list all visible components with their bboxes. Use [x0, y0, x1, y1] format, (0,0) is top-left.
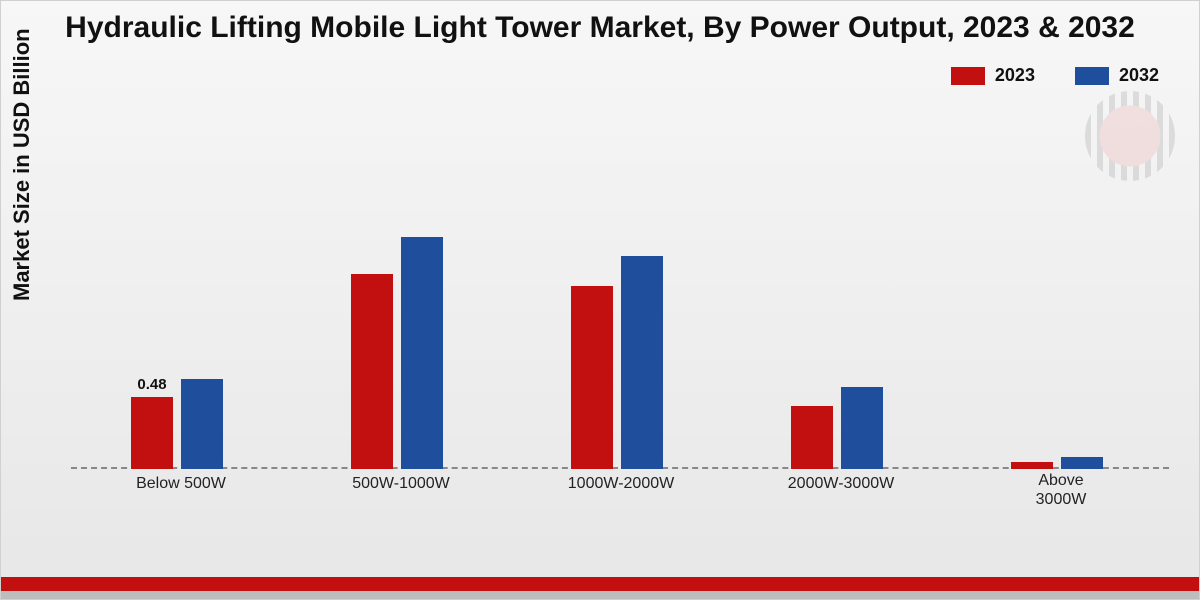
bar-2032 [181, 379, 223, 469]
x-axis-category-label: Below 500W [91, 475, 271, 493]
chart-title: Hydraulic Lifting Mobile Light Tower Mar… [1, 11, 1199, 45]
bar-data-label: 0.48 [137, 376, 166, 393]
bar-2032 [841, 387, 883, 470]
bar-2023 [351, 274, 393, 469]
x-axis-category-label: 500W-1000W [311, 475, 491, 493]
chart-card: Hydraulic Lifting Mobile Light Tower Mar… [0, 0, 1200, 600]
bar-2032 [401, 237, 443, 470]
bar-2023 [1011, 462, 1053, 470]
bar-2023: 0.48 [131, 397, 173, 469]
footer-accent-bar [1, 577, 1199, 591]
plot-area: 0.48 Below 500W 500W-1000W 1000W-2000W 2000W… [71, 81, 1169, 509]
bar-2023 [571, 286, 613, 469]
bar-2032 [1061, 457, 1103, 469]
footer-grey-bar [1, 591, 1199, 599]
x-axis-category-label: Above3000W [971, 472, 1151, 509]
x-axis-baseline [71, 467, 1169, 469]
y-axis-label: Market Size in USD Billion [9, 28, 35, 301]
bar-2032 [621, 256, 663, 469]
x-axis-category-label: 2000W-3000W [751, 475, 931, 493]
x-axis-category-label: 1000W-2000W [531, 475, 711, 493]
bar-2023 [791, 406, 833, 469]
